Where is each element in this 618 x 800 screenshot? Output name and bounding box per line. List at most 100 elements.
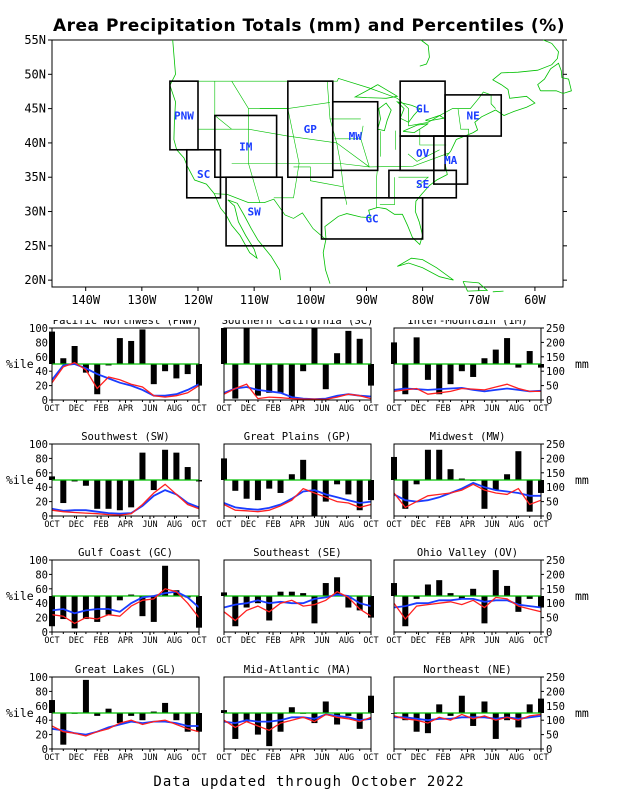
- y-tick-label: 0: [42, 627, 48, 639]
- percentile-bar: [116, 713, 123, 724]
- state-border: [376, 166, 378, 209]
- percentile-bar: [311, 328, 318, 364]
- percentile-bar: [413, 596, 420, 599]
- y-tick-label: 80: [35, 686, 48, 698]
- x-tick-label: APR: [118, 520, 134, 530]
- percentile-bar: [184, 467, 191, 480]
- lat-label: 25N: [24, 239, 46, 253]
- percentile-bar: [311, 596, 318, 624]
- panel-7: Southeast (SE) OCT DEC FEB APR JUN AUG OCT: [216, 547, 378, 646]
- percentile-bar: [515, 451, 522, 480]
- panel-title: Ohio Valley (OV): [417, 547, 518, 559]
- percentile-bar: [254, 713, 261, 735]
- x-tick-label: DEC: [69, 520, 84, 530]
- percentile-bar: [277, 364, 284, 393]
- x-tick-label: OCT: [533, 753, 548, 760]
- y-tick-label: 20: [35, 381, 48, 393]
- percentile-bar: [243, 713, 250, 722]
- percentile-bar: [116, 480, 123, 511]
- y2-tick-label: 250: [546, 439, 565, 451]
- percentile-bar: [232, 480, 239, 491]
- region-box-ne: [444, 94, 503, 137]
- region-box-sc: [185, 148, 222, 199]
- region-label-se: SE: [416, 178, 429, 191]
- x-tick-label: FEB: [93, 520, 108, 530]
- x-tick-label: FEB: [435, 753, 450, 760]
- x-tick-label: AUG: [509, 753, 524, 760]
- x-tick-label: JUN: [484, 520, 499, 530]
- panel-4: Great Plains (GP) OCT DEC FEB APR JUN AUG OCT: [216, 431, 378, 530]
- normal-precip-line: [223, 386, 372, 401]
- x-tick-label: FEB: [265, 636, 280, 646]
- region-label-gl: GL: [416, 103, 430, 116]
- percentile-bar: [162, 364, 169, 372]
- percentile-bar: [322, 701, 329, 713]
- state-border: [231, 81, 261, 203]
- percentile-bar: [322, 480, 329, 502]
- percentile-bar: [424, 449, 431, 480]
- percentile-bar: [436, 580, 443, 596]
- percentile-bar: [413, 713, 420, 732]
- x-tick-label: JUN: [314, 636, 329, 646]
- x-tick-label: AUG: [509, 520, 524, 530]
- coastline-outline: [462, 281, 489, 292]
- observed-precip-line: [51, 588, 200, 625]
- panel-11: Northeast (NE)OCT DEC FEB APR JUN AUG OCT05010…: [386, 664, 589, 760]
- region-box-gc: [320, 197, 424, 240]
- lon-label: 110W: [240, 293, 270, 307]
- percentile-bar: [60, 596, 67, 620]
- panel-title: Southern California (SC): [222, 320, 374, 327]
- coastline-outline: [537, 62, 572, 94]
- y2-tick-label: 200: [546, 337, 565, 349]
- percentile-bar: [71, 346, 78, 364]
- y2-tick-label: 250: [546, 555, 565, 567]
- coastline-outline: [425, 115, 446, 122]
- percentile-bar: [94, 364, 101, 395]
- x-tick-label: OCT: [386, 636, 401, 646]
- percentile-bar: [232, 596, 239, 627]
- percentile-bar: [492, 570, 499, 596]
- percentile-bar: [232, 713, 239, 739]
- percentile-bar: [492, 713, 499, 739]
- y2-tick-label: 50: [546, 613, 559, 625]
- panel-title: Inter-Mountain (IM): [407, 320, 527, 327]
- x-tick-label: JUN: [314, 520, 329, 530]
- coastline-outline: [492, 290, 504, 293]
- x-tick-label: JUN: [142, 636, 157, 646]
- region-label-sw: SW: [248, 206, 262, 219]
- percentile-bar: [82, 679, 89, 713]
- y2-tick-label: 50: [546, 381, 559, 393]
- state-border: [273, 81, 300, 199]
- panel-title: Northeast (NE): [423, 664, 512, 676]
- x-tick-label: JUN: [142, 520, 157, 530]
- percentile-bar: [504, 585, 511, 596]
- percentile-bar: [105, 364, 112, 366]
- x-tick-label: DEC: [241, 636, 256, 646]
- x-tick-label: OCT: [44, 404, 59, 414]
- percentile-bar: [492, 349, 499, 364]
- y2-tick-label: 200: [546, 686, 565, 698]
- percentile-bar: [447, 469, 454, 480]
- y2-tick-label: 50: [546, 497, 559, 509]
- state-border: [419, 129, 447, 146]
- y-tick-label: 100: [29, 555, 48, 567]
- percentile-bar: [266, 596, 273, 621]
- percentile-bar: [481, 358, 488, 364]
- y2-tick-label: 100: [546, 366, 565, 378]
- percentile-bar: [139, 596, 146, 617]
- percentile-bar: [436, 449, 443, 480]
- y-tick-label: 40: [35, 598, 48, 610]
- percentile-bar: [334, 577, 341, 596]
- regional-panels: Pacific Northwest (PNW) OCT DEC FEB APR JUN AU…: [6, 320, 589, 760]
- normal-precip-line: [393, 597, 542, 609]
- y-tick-label: 40: [35, 715, 48, 727]
- state-border: [231, 163, 370, 168]
- normal-precip-line: [223, 713, 372, 725]
- region-label-pnw: PNW: [174, 109, 194, 122]
- percentile-bar: [458, 596, 465, 599]
- percentile-bar: [436, 364, 443, 395]
- lat-label: 55N: [24, 33, 46, 47]
- state-border: [326, 81, 348, 205]
- percentile-bar: [402, 480, 409, 509]
- normal-precip-line: [393, 481, 541, 503]
